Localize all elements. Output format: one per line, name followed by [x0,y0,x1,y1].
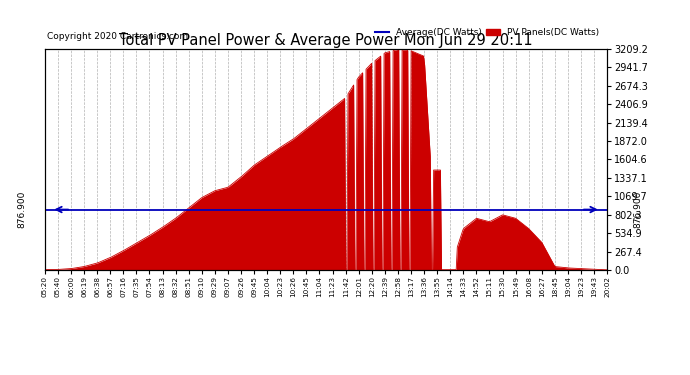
Text: 876.900: 876.900 [633,191,642,228]
Text: 876.900: 876.900 [18,191,27,228]
Text: Copyright 2020 Cartronics.com: Copyright 2020 Cartronics.com [47,32,188,41]
Title: Total PV Panel Power & Average Power Mon Jun 29 20:11: Total PV Panel Power & Average Power Mon… [119,33,533,48]
Legend: Average(DC Watts), PV Panels(DC Watts): Average(DC Watts), PV Panels(DC Watts) [371,24,602,41]
